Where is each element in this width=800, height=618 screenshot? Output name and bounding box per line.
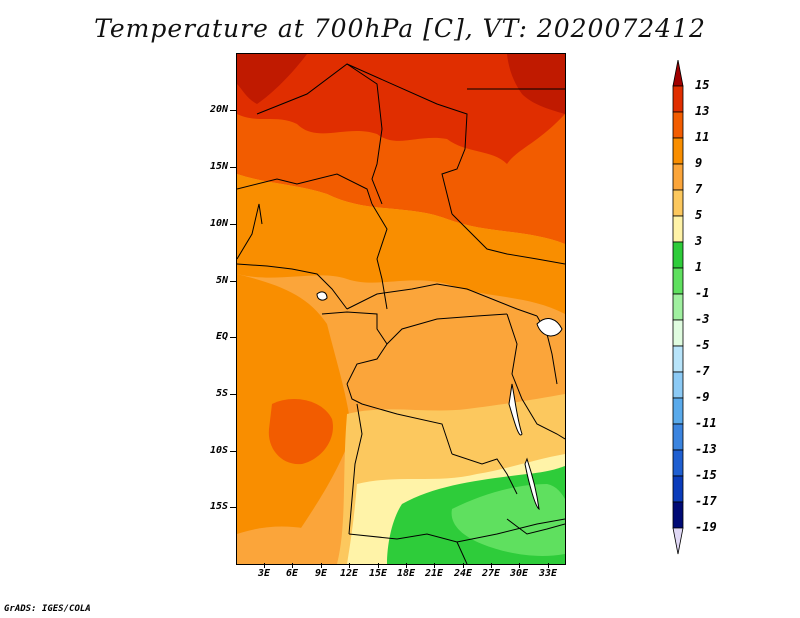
xtick-mark (434, 563, 435, 568)
xtick-mark (519, 563, 520, 568)
field-hot-ne (507, 54, 565, 114)
colorbar-label: 15 (695, 78, 710, 92)
ytick-label: 15N (209, 161, 228, 172)
colorbar-cell (672, 267, 684, 295)
colorbar-cell (672, 60, 684, 87)
colorbar-cell (672, 85, 684, 113)
xtick-mark (491, 563, 492, 568)
ytick-mark (230, 110, 236, 111)
colorbar-label: 7 (695, 182, 703, 196)
field-9-11 (237, 174, 565, 314)
ytick-label: 5N (215, 275, 228, 286)
xtick-mark (378, 563, 379, 568)
xtick-label: 12E (339, 568, 359, 579)
xtick-mark (463, 563, 464, 568)
lakes (316, 291, 563, 511)
colorbar-label: -13 (695, 442, 717, 456)
colorbar-cell (672, 189, 684, 217)
ytick-mark (230, 394, 236, 395)
ytick-label: 20N (209, 104, 228, 115)
colorbar-label: 5 (695, 208, 703, 222)
xtick-label: 33E (538, 568, 558, 579)
xtick-mark (321, 563, 322, 568)
field-hot-nw (237, 54, 307, 104)
xtick-label: 27E (481, 568, 501, 579)
colorbar-label: -19 (695, 520, 717, 534)
colorbar-label: 9 (695, 156, 703, 170)
colorbar-cell (672, 527, 684, 555)
temperature-field (237, 54, 565, 564)
ytick-label: 10S (209, 445, 228, 456)
ytick-mark (230, 507, 236, 508)
ytick-mark (230, 451, 236, 452)
colorbar-cell (672, 345, 684, 373)
colorbar-cell (672, 111, 684, 139)
field-13-15 (237, 54, 565, 164)
xtick-mark (406, 563, 407, 568)
colorbar-label: 1 (695, 260, 703, 274)
xtick-label: 15E (368, 568, 388, 579)
colorbar-label: -15 (695, 468, 717, 482)
colorbar-cell (672, 215, 684, 243)
colorbar-cell (672, 397, 684, 425)
colorbar-cell (672, 475, 684, 503)
xtick-label: 6E (285, 568, 299, 579)
ytick-mark (230, 224, 236, 225)
colorbar-cell (672, 371, 684, 399)
field-sw-7-9 (237, 526, 337, 564)
ytick-mark (230, 281, 236, 282)
colorbar-cell (672, 293, 684, 321)
colorbar-cell (672, 319, 684, 347)
colorbar-cell (672, 423, 684, 451)
ytick-mark (230, 337, 236, 338)
colorbar-label: -11 (695, 416, 717, 430)
xtick-label: 18E (396, 568, 416, 579)
xtick-label: 21E (424, 568, 444, 579)
ytick-label: EQ (215, 331, 228, 342)
xtick-mark (292, 563, 293, 568)
ytick-label: 5S (215, 388, 228, 399)
colorbar-label: -9 (695, 390, 710, 404)
xtick-label: 24E (453, 568, 473, 579)
colorbar-label: 3 (695, 234, 703, 248)
colorbar-label: 13 (695, 104, 710, 118)
xtick-mark (264, 563, 265, 568)
temperature-map (236, 53, 566, 565)
xtick-mark (548, 563, 549, 568)
field-ocean-11-13 (268, 399, 333, 465)
colorbar (672, 60, 684, 555)
xtick-label: 3E (257, 568, 271, 579)
colorbar-cell (672, 449, 684, 477)
xtick-label: 9E (314, 568, 328, 579)
colorbar-label: -7 (695, 364, 710, 378)
xtick-mark (349, 563, 350, 568)
colorbar-label: -1 (695, 286, 710, 300)
colorbar-label: -3 (695, 312, 710, 326)
grads-credit: GrADS: IGES/COLA (4, 604, 91, 614)
colorbar-cell (672, 501, 684, 529)
colorbar-label: 11 (695, 130, 710, 144)
colorbar-label: -5 (695, 338, 710, 352)
colorbar-label: -17 (695, 494, 717, 508)
xtick-label: 30E (509, 568, 529, 579)
colorbar-cell (672, 241, 684, 269)
ytick-mark (230, 167, 236, 168)
colorbar-cell (672, 137, 684, 165)
colorbar-cell (672, 163, 684, 191)
ytick-label: 15S (209, 501, 228, 512)
ytick-label: 10N (209, 218, 228, 229)
map-title: Temperature at 700hPa [C], VT: 202007241… (94, 14, 706, 43)
